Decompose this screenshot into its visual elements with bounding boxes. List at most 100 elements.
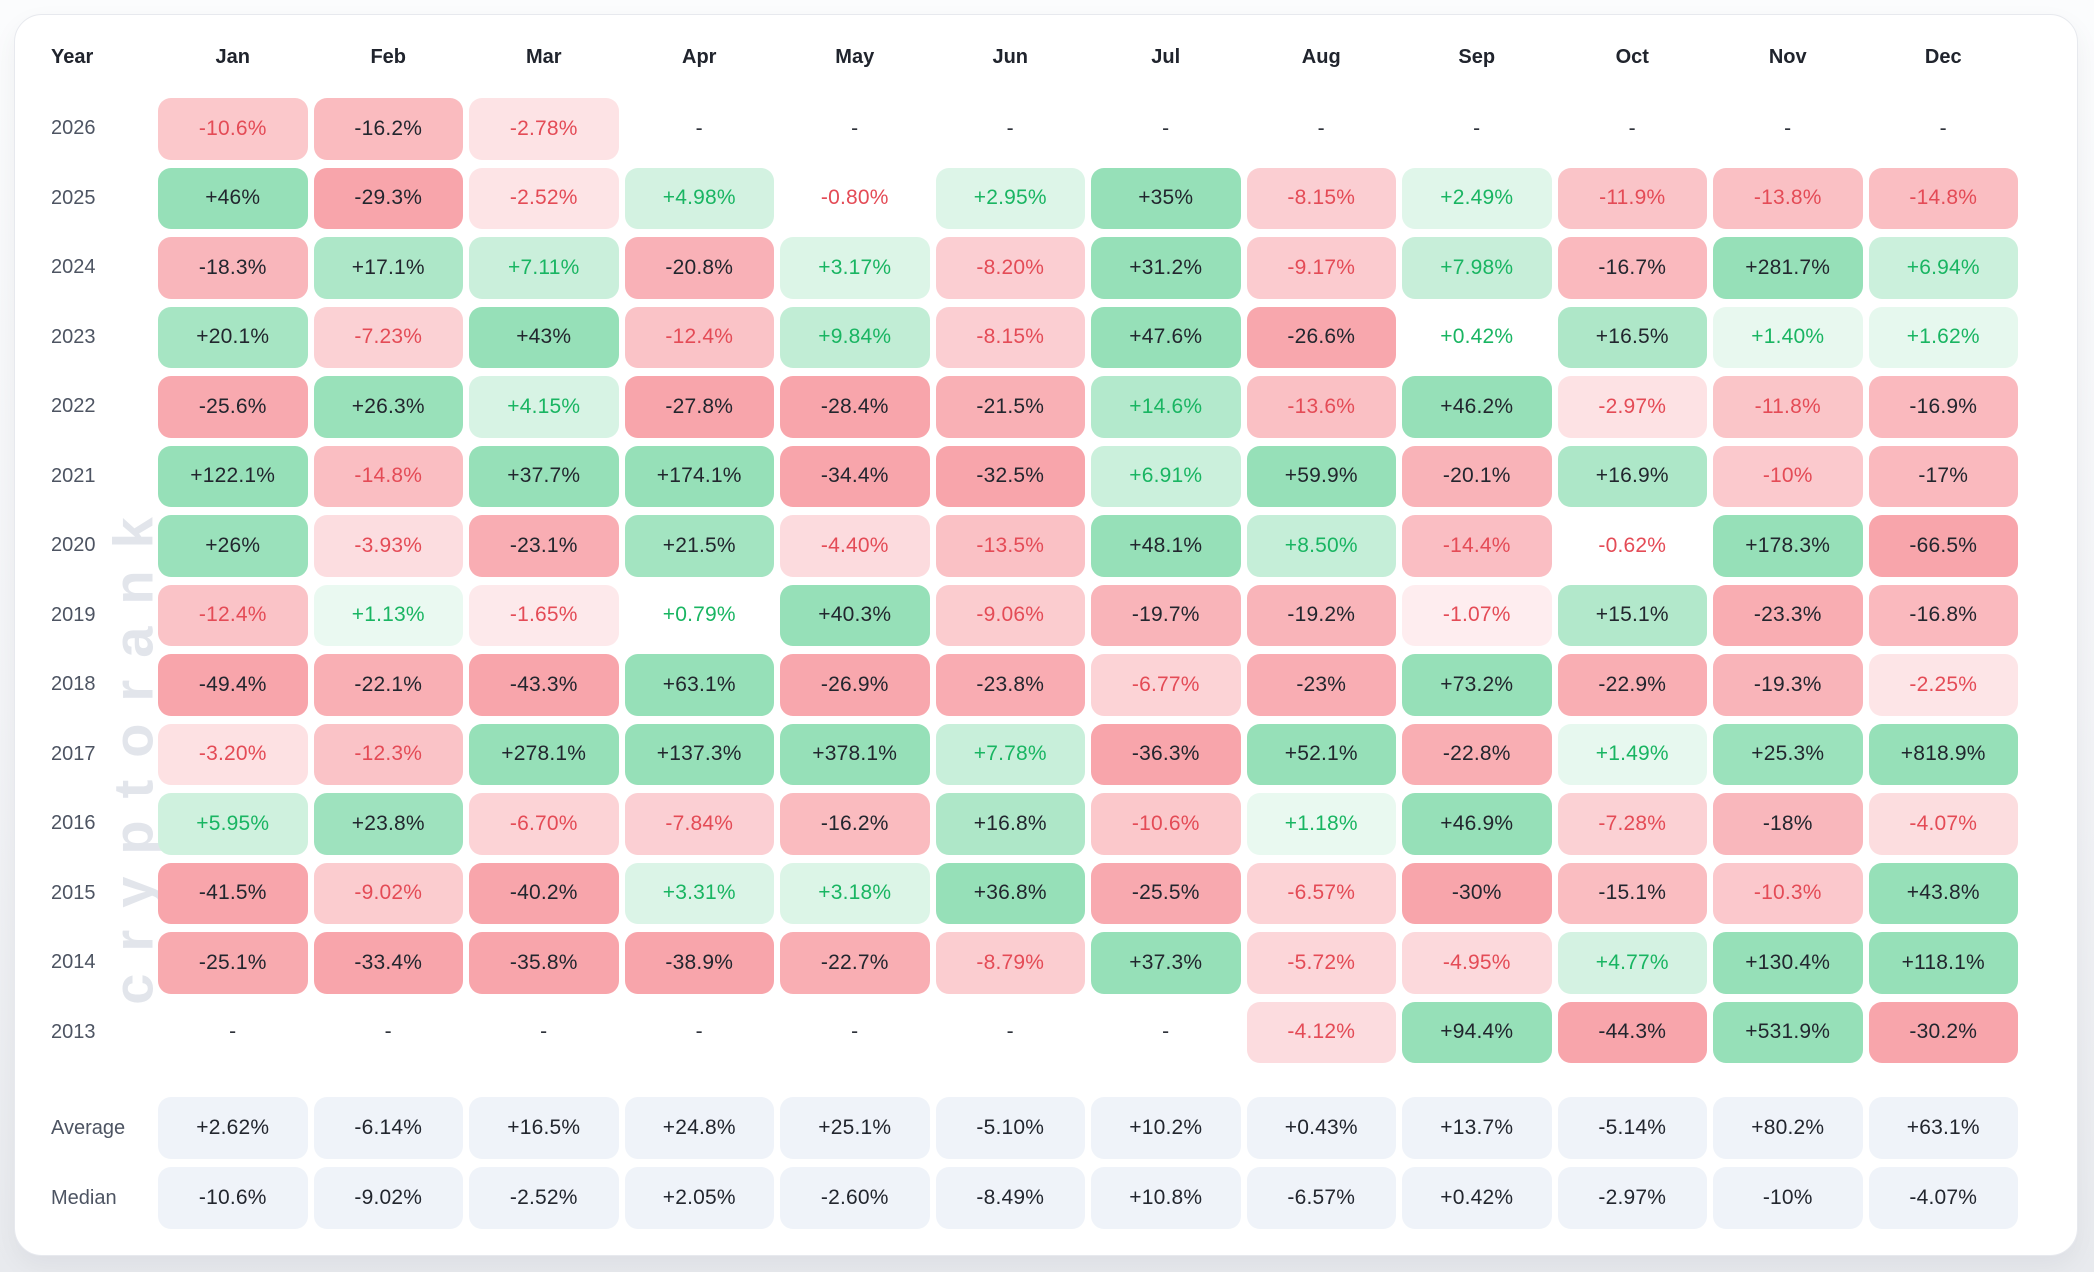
return-cell-2019-aug: -19.2%: [1246, 584, 1396, 646]
return-cell-2026-may: -: [851, 116, 859, 140]
return-cell-2017-oct: +1.49%: [1557, 723, 1707, 785]
return-cell-2017-aug: +52.1%: [1246, 723, 1396, 785]
column-header-aug: Aug: [1301, 46, 1341, 68]
return-cell-2017-jun: +7.78%: [935, 723, 1085, 785]
return-cell-2021-jun: -32.5%: [935, 445, 1085, 507]
return-cell-2019-nov: -23.3%: [1713, 584, 1863, 646]
return-cell-2017-jan: -3.20%: [158, 723, 308, 785]
return-cell-2024-apr: -20.8%: [624, 237, 774, 299]
summary-cell-median-nov: -10%: [1713, 1167, 1863, 1229]
returns-summary-table: Average +2.62% -6.14% +16.5% +24.8% +25.1% -5.…: [37, 1093, 2021, 1233]
return-cell-2020-apr: +21.5%: [624, 515, 774, 577]
return-cell-2023-may: +9.84%: [780, 306, 930, 368]
row-label-2025: 2025: [51, 186, 96, 209]
row-label-2017: 2017: [51, 742, 96, 765]
return-cell-2021-apr: +174.1%: [624, 445, 774, 507]
return-cell-2013-jun: -: [1006, 1020, 1014, 1044]
return-cell-2022-may: -28.4%: [780, 376, 930, 438]
return-cell-2026-jan: -10.6%: [158, 98, 308, 160]
row-label-2021: 2021: [51, 464, 96, 487]
return-cell-2016-nov: -18%: [1713, 793, 1863, 855]
return-cell-2014-aug: -5.72%: [1246, 932, 1396, 994]
column-header-may: May: [835, 46, 875, 68]
return-cell-2025-mar: -2.52%: [469, 167, 619, 229]
return-cell-2025-sep: +2.49%: [1402, 167, 1552, 229]
return-cell-2016-mar: -6.70%: [469, 793, 619, 855]
return-cell-2015-sep: -30%: [1402, 862, 1552, 924]
return-cell-2023-dec: +1.62%: [1868, 306, 2018, 368]
return-cell-2021-aug: +59.9%: [1246, 445, 1396, 507]
row-label-average: Average: [51, 1116, 126, 1139]
return-cell-2024-mar: +7.11%: [469, 237, 619, 299]
return-cell-2019-feb: +1.13%: [313, 584, 463, 646]
return-cell-2013-apr: -: [695, 1020, 703, 1044]
return-cell-2021-jan: +122.1%: [158, 445, 308, 507]
row-label-2018: 2018: [51, 673, 96, 696]
return-cell-2015-may: +3.18%: [780, 862, 930, 924]
return-cell-2019-mar: -1.65%: [469, 584, 619, 646]
return-cell-2020-oct: -0.62%: [1557, 515, 1707, 577]
return-cell-2021-oct: +16.9%: [1557, 445, 1707, 507]
summary-cell-average-sep: +13.7%: [1402, 1097, 1552, 1159]
return-cell-2018-aug: -23%: [1246, 654, 1396, 716]
return-cell-2020-mar: -23.1%: [469, 515, 619, 577]
return-cell-2018-jan: -49.4%: [158, 654, 308, 716]
return-cell-2021-mar: +37.7%: [469, 445, 619, 507]
return-cell-2019-apr: +0.79%: [624, 584, 774, 646]
return-cell-2026-jul: -: [1162, 116, 1170, 140]
return-cell-2019-sep: -1.07%: [1402, 584, 1552, 646]
return-cell-2018-dec: -2.25%: [1868, 654, 2018, 716]
return-cell-2016-jul: -10.6%: [1091, 793, 1241, 855]
return-cell-2024-feb: +17.1%: [313, 237, 463, 299]
summary-cell-average-feb: -6.14%: [313, 1097, 463, 1159]
column-header-jan: Jan: [215, 46, 250, 68]
return-cell-2019-oct: +15.1%: [1557, 584, 1707, 646]
row-label-2022: 2022: [51, 395, 96, 418]
summary-cell-average-oct: -5.14%: [1557, 1097, 1707, 1159]
return-cell-2020-jun: -13.5%: [935, 515, 1085, 577]
column-header-jun: Jun: [992, 46, 1029, 68]
return-cell-2025-apr: +4.98%: [624, 167, 774, 229]
return-cell-2020-jul: +48.1%: [1091, 515, 1241, 577]
return-cell-2021-dec: -17%: [1868, 445, 2018, 507]
return-cell-2014-apr: -38.9%: [624, 932, 774, 994]
return-cell-2024-dec: +6.94%: [1868, 237, 2018, 299]
return-cell-2023-oct: +16.5%: [1557, 306, 1707, 368]
return-cell-2016-aug: +1.18%: [1246, 793, 1396, 855]
return-cell-2020-feb: -3.93%: [313, 515, 463, 577]
return-cell-2018-apr: +63.1%: [624, 654, 774, 716]
return-cell-2016-jun: +16.8%: [935, 793, 1085, 855]
summary-cell-median-jan: -10.6%: [158, 1167, 308, 1229]
return-cell-2015-apr: +3.31%: [624, 862, 774, 924]
return-cell-2018-may: -26.9%: [780, 654, 930, 716]
row-label-2016: 2016: [51, 812, 96, 835]
column-header-dec: Dec: [1924, 46, 1962, 68]
return-cell-2018-jul: -6.77%: [1091, 654, 1241, 716]
return-cell-2016-oct: -7.28%: [1557, 793, 1707, 855]
return-cell-2026-jun: -: [1006, 116, 1014, 140]
column-header-nov: Nov: [1768, 46, 1807, 68]
return-cell-2019-jan: -12.4%: [158, 584, 308, 646]
return-cell-2022-aug: -13.6%: [1246, 376, 1396, 438]
return-cell-2019-dec: -16.8%: [1868, 584, 2018, 646]
row-label-2014: 2014: [51, 951, 96, 974]
return-cell-2014-dec: +118.1%: [1868, 932, 2018, 994]
return-cell-2022-jan: -25.6%: [158, 376, 308, 438]
column-header-sep: Sep: [1458, 46, 1496, 68]
return-cell-2021-jul: +6.91%: [1091, 445, 1241, 507]
return-cell-2024-jun: -8.20%: [935, 237, 1085, 299]
summary-cell-median-mar: -2.52%: [469, 1167, 619, 1229]
return-cell-2025-jul: +35%: [1091, 167, 1241, 229]
summary-cell-median-jul: +10.8%: [1091, 1167, 1241, 1229]
return-cell-2021-feb: -14.8%: [313, 445, 463, 507]
return-cell-2013-aug: -4.12%: [1246, 1001, 1396, 1063]
return-cell-2023-mar: +43%: [469, 306, 619, 368]
return-cell-2015-nov: -10.3%: [1713, 862, 1863, 924]
return-cell-2026-oct: -: [1628, 116, 1636, 140]
return-cell-2013-jul: -: [1162, 1020, 1170, 1044]
summary-cell-average-aug: +0.43%: [1246, 1097, 1396, 1159]
return-cell-2018-feb: -22.1%: [313, 654, 463, 716]
return-cell-2017-jul: -36.3%: [1091, 723, 1241, 785]
return-cell-2015-jan: -41.5%: [158, 862, 308, 924]
column-header-jul: Jul: [1151, 46, 1181, 68]
